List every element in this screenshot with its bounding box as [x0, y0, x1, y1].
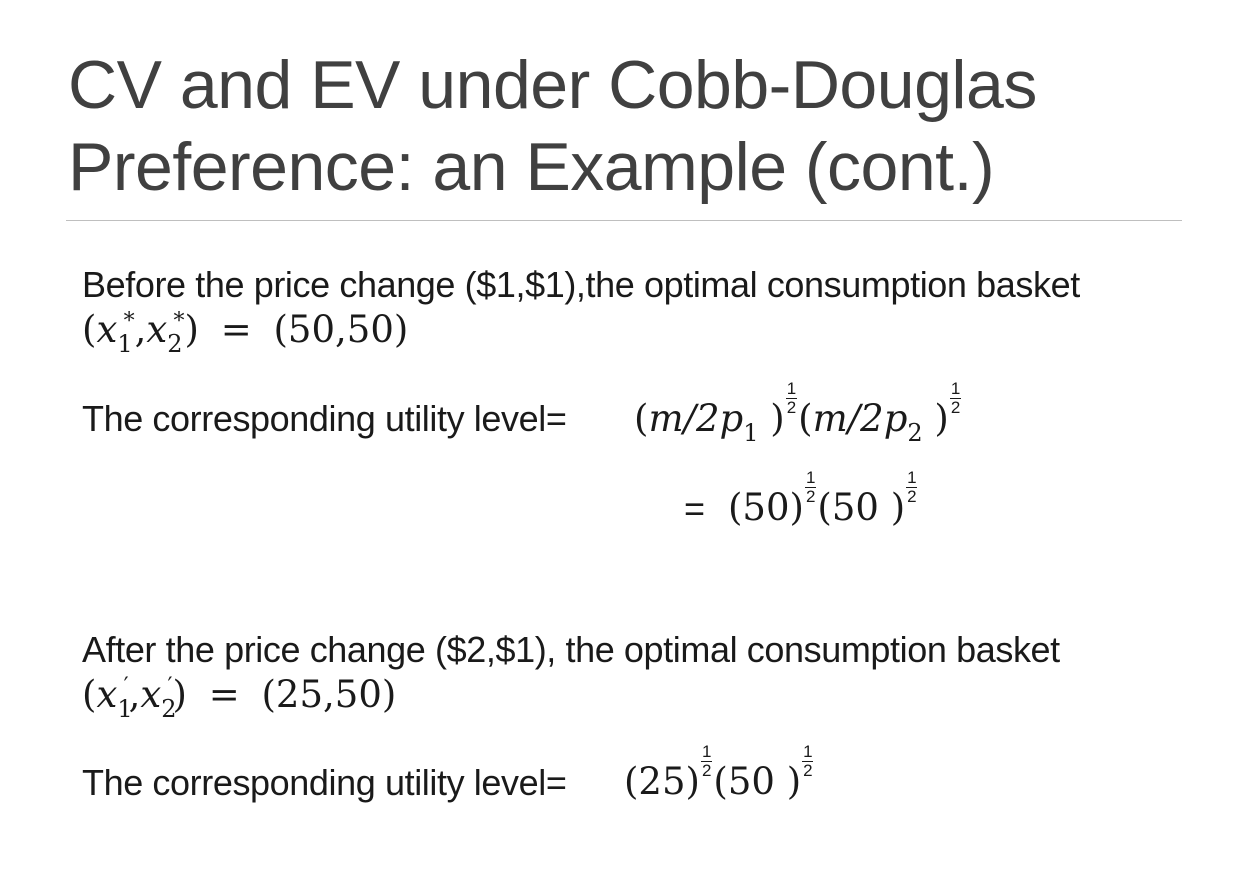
before-utility-formula: (m/2p1 ) 1 2 (m/2p2 ) 1 2	[634, 379, 962, 447]
title-divider	[66, 220, 1182, 221]
before-price-change-text: Before the price change ($1,$1),the opti…	[82, 264, 1080, 305]
slide-title: CV and EV under Cobb-Douglas Preference:…	[68, 44, 1188, 208]
after-price-change-text: After the price change ($2,$1), the opti…	[82, 629, 1060, 670]
after-basket-equation: (x1′,x2′) = (25,50)	[82, 673, 397, 723]
before-equals-sign: =	[684, 488, 705, 529]
before-utility-label: The corresponding utility level=	[82, 398, 567, 439]
before-utility-computed: (50) 1 2 (50 ) 1 2	[728, 468, 918, 529]
after-basket-value: (25,50)	[261, 673, 397, 716]
after-utility-computed: (25) 1 2 (50 ) 1 2	[624, 742, 814, 803]
title-line-2: Preference: an Example (cont.)	[68, 129, 995, 205]
after-utility-label: The corresponding utility level=	[82, 762, 567, 803]
before-basket-value: (50,50)	[273, 308, 409, 351]
before-basket-equation: (x1*,x2*) = (50,50)	[82, 308, 409, 358]
title-line-1: CV and EV under Cobb-Douglas	[68, 47, 1037, 123]
